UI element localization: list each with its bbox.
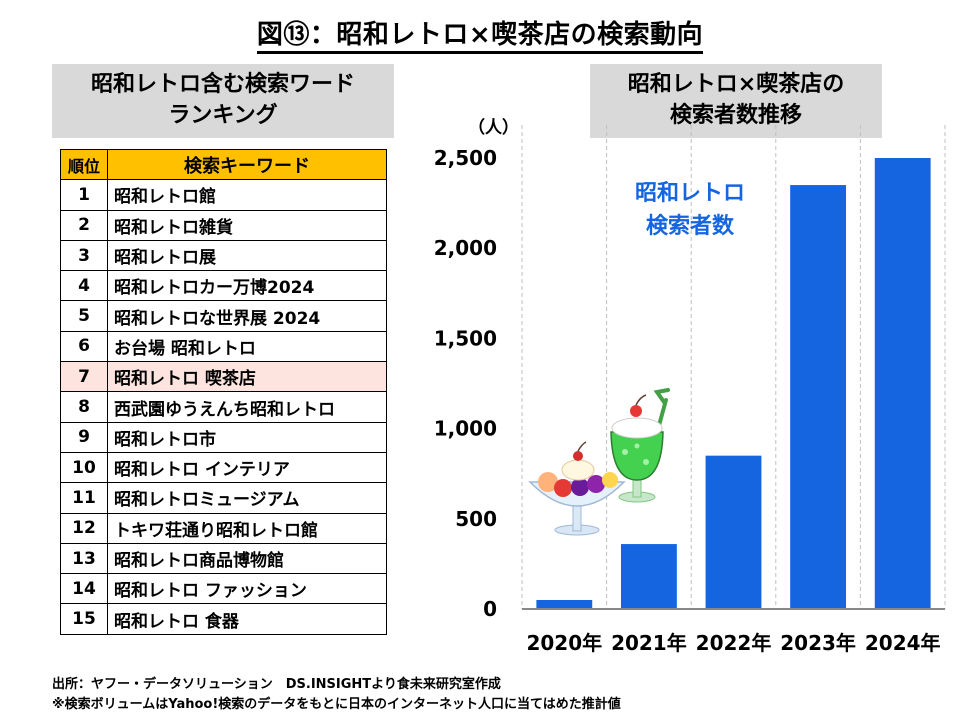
bar <box>874 158 931 609</box>
keyword-cell: 昭和レトロな世界展 2024 <box>107 300 387 332</box>
keyword-cell: 昭和レトロミュージアム <box>107 482 387 514</box>
bar <box>620 544 677 609</box>
x-tick-label: 2020年 <box>526 631 602 655</box>
bar <box>536 599 593 609</box>
y-tick-label: 500 <box>455 507 497 531</box>
x-tick-label: 2024年 <box>865 631 941 655</box>
rank-cell: 2 <box>60 209 108 241</box>
table-row: 2 昭和レトロ雑貨 <box>60 209 387 241</box>
rank-cell: 14 <box>60 573 108 605</box>
chart-gridlines <box>521 125 946 609</box>
ranking-table: 順位 検索キーワード 1 昭和レトロ館 2 昭和レトロ雑貨 3 昭和レトロ展 4 昭和レトロカ… <box>60 148 387 635</box>
keyword-cell: 昭和レトロ インテリア <box>107 451 387 484</box>
ranking-header-line2: ランキング <box>168 103 278 128</box>
ranking-table-body: 1 昭和レトロ館 2 昭和レトロ雑貨 3 昭和レトロ展 4 昭和レトロカー万博2024 5 昭和レ… <box>60 179 387 635</box>
chart-header-line2: 検索者数推移 <box>669 103 802 128</box>
page-title: 図⑬：昭和レトロ×喫茶店の検索動向 <box>0 14 960 54</box>
y-axis-unit-label: （人） <box>468 117 519 138</box>
table-row: 15 昭和レトロ 食器 <box>60 603 387 635</box>
rank-cell: 11 <box>60 482 108 514</box>
table-row: 7 昭和レトロ 喫茶店 <box>60 361 387 393</box>
table-row: 13 昭和レトロ商品博物館 <box>60 542 387 575</box>
ranking-header: 昭和レトロ含む検索ワード ランキング <box>52 64 394 138</box>
footer-note: ※検索ボリュームはYahoo!検索のデータをもとに日本のインターネット人口に当て… <box>52 697 621 712</box>
rank-cell: 7 <box>60 361 108 393</box>
keyword-cell: 昭和レトロ雑貨 <box>107 209 387 241</box>
table-row: 8 西武園ゆうえんち昭和レトロ <box>60 391 387 423</box>
y-tick-label: 1,500 <box>434 326 497 350</box>
keyword-cell: 西武園ゆうえんち昭和レトロ <box>107 391 387 423</box>
table-row: 14 昭和レトロ ファッション <box>60 573 387 605</box>
keyword-cell: 昭和レトロ展 <box>107 239 387 272</box>
rank-cell: 8 <box>60 391 108 423</box>
y-tick-label: 1,000 <box>434 417 497 441</box>
ranking-header-line1: 昭和レトロ含む検索ワード <box>90 72 355 97</box>
keyword-cell: 昭和レトロ館 <box>107 179 387 211</box>
cream-soda-icon <box>610 388 670 503</box>
chart-header-line1: 昭和レトロ×喫茶店の <box>627 72 845 97</box>
x-tick-label: 2023年 <box>780 631 856 655</box>
rank-cell: 15 <box>60 603 108 635</box>
parfait-icon <box>528 441 626 536</box>
table-row: 1 昭和レトロ館 <box>60 179 387 211</box>
chart-bars <box>536 158 931 609</box>
keyword-cell: トキワ荘通り昭和レトロ館 <box>107 512 387 544</box>
table-row: 5 昭和レトロな世界展 2024 <box>60 300 387 332</box>
series-label-line2: 検索者数 <box>646 213 735 239</box>
table-row: 11 昭和レトロミュージアム <box>60 482 387 514</box>
footer-source: 出所：ヤフー・データソリューション DS.INSIGHTより食未来研究室作成 <box>52 677 501 692</box>
series-label-line1: 昭和レトロ <box>635 181 745 206</box>
table-row: 4 昭和レトロカー万博2024 <box>60 270 387 302</box>
chart-header: 昭和レトロ×喫茶店の 検索者数推移 <box>590 64 882 138</box>
y-axis-ticks: 0 500 1,000 1,500 2,000 2,500 <box>434 146 497 621</box>
y-tick-label: 0 <box>483 597 497 621</box>
ranking-table-header-row: 順位 検索キーワード <box>60 148 387 181</box>
keyword-cell: 昭和レトロ ファッション <box>107 573 387 605</box>
keyword-cell: 昭和レトロカー万博2024 <box>107 270 387 302</box>
x-axis-ticks: 2020年 2021年 2022年 2023年 2024年 <box>526 631 940 655</box>
y-tick-label: 2,000 <box>434 236 497 260</box>
table-row: 10 昭和レトロ インテリア <box>60 451 387 484</box>
keyword-cell: 昭和レトロ 食器 <box>107 603 387 635</box>
x-tick-label: 2022年 <box>696 631 772 655</box>
table-row: 3 昭和レトロ展 <box>60 239 387 272</box>
bar <box>790 185 847 609</box>
x-tick-label: 2021年 <box>611 631 687 655</box>
rank-cell: 4 <box>60 270 108 302</box>
column-header-rank: 順位 <box>60 148 108 181</box>
bar <box>705 455 762 609</box>
keyword-cell: 昭和レトロ 喫茶店 <box>107 361 387 393</box>
column-header-keyword: 検索キーワード <box>107 148 387 181</box>
y-tick-label: 2,500 <box>434 146 497 170</box>
keyword-cell: 昭和レトロ商品博物館 <box>107 542 387 575</box>
rank-cell: 12 <box>60 512 108 544</box>
rank-cell: 9 <box>60 421 108 453</box>
table-row: 12 トキワ荘通り昭和レトロ館 <box>60 512 387 544</box>
rank-cell: 5 <box>60 300 108 332</box>
